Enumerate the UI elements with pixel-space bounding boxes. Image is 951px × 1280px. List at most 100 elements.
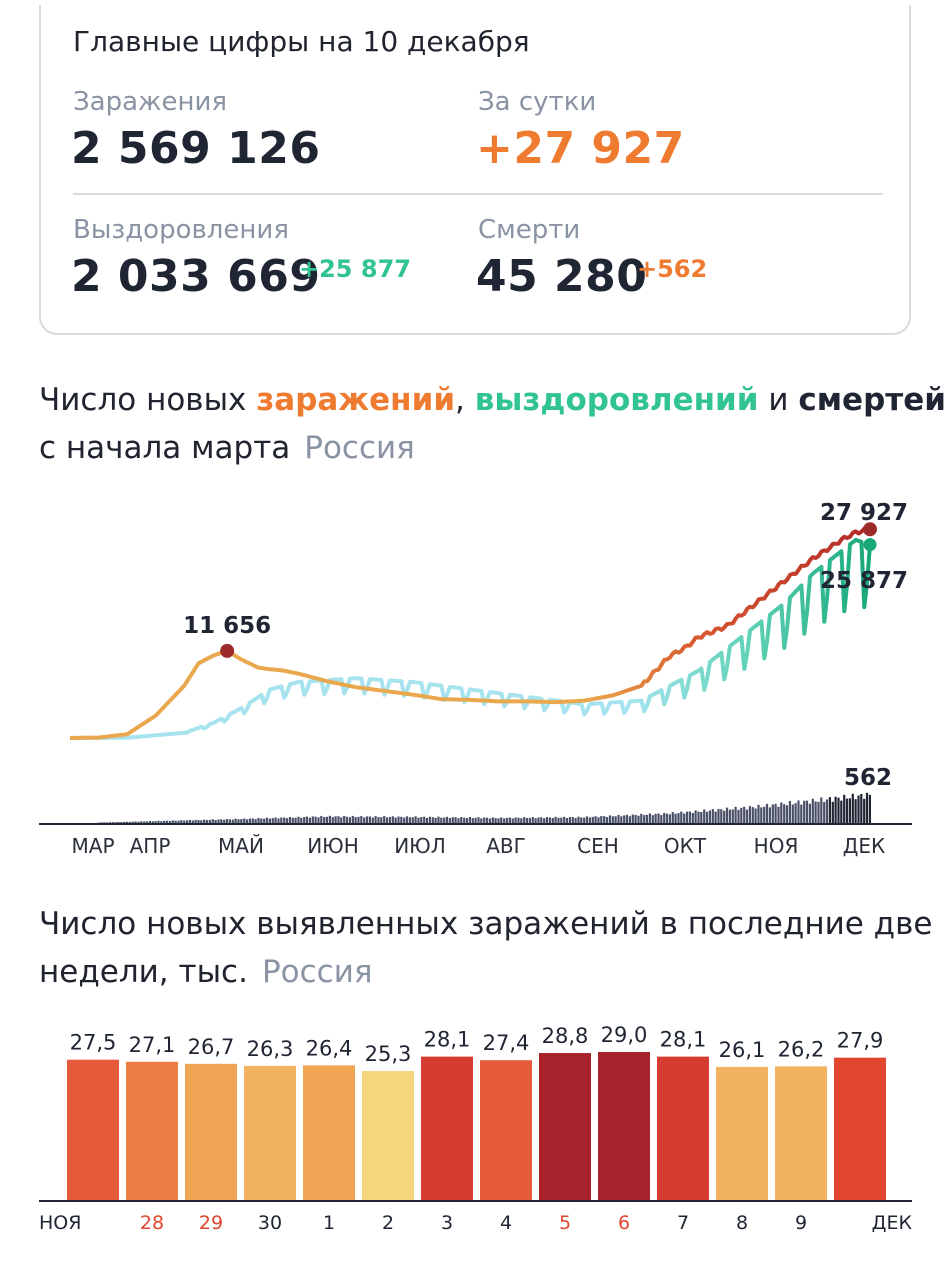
death-bar [454,817,457,823]
death-bar [180,820,183,823]
death-bar [865,792,869,823]
death-bar [605,817,609,823]
death-bar [614,816,617,823]
death-bar [468,817,471,823]
death-bar [480,818,483,823]
death-bar [191,820,194,823]
c2-bar-value-label: 26,7 [188,1035,235,1059]
death-bar [663,812,666,823]
death-bar [251,818,254,823]
death-bar [477,817,480,823]
death-bar [274,817,277,823]
death-bar [868,794,871,823]
death-bar [737,809,740,823]
deaths-end-label: 562 [844,765,892,791]
c2-day-tick-label: 7 [677,1212,689,1234]
death-bar [285,818,289,823]
death-bar [788,801,791,823]
death-bar [131,821,134,823]
death-bar [808,803,811,823]
death-bar [205,820,209,823]
death-bar [805,800,809,823]
death-bar [343,816,346,823]
death-bar [734,806,737,823]
death-bar [534,818,537,823]
death-bar [834,796,837,823]
death-bar [777,806,780,823]
death-bar [283,817,286,823]
c2-bar [480,1060,532,1201]
death-bar [497,818,500,823]
c2-day-tick-label: 30 [258,1212,282,1234]
month-tick-label: АВГ [486,834,526,858]
death-bar [803,800,806,823]
death-bar [291,817,294,823]
death-bar [351,815,354,823]
death-bar [203,819,206,823]
death-bar [405,816,409,823]
death-bar [751,807,754,823]
death-bar [194,819,197,823]
death-bar [523,817,526,823]
death-bar [120,822,123,823]
death-bar [631,814,634,823]
death-bar [394,817,397,823]
death-bar [597,817,600,823]
death-bar [703,809,706,823]
death-bar [694,810,697,823]
c2-bar [362,1071,414,1201]
summary-title: Главные цифры на 10 декабря [73,25,530,58]
death-bar [328,815,331,823]
month-tick-label: ДЕК [843,834,885,858]
death-bar [360,816,363,823]
death-bar [628,816,631,823]
death-bar [568,817,571,823]
death-bar [760,807,763,823]
death-bar [348,817,351,823]
daily-label: За сутки [478,87,597,117]
death-bar [337,816,340,823]
recoveries-line [70,537,872,740]
death-bar [103,822,106,823]
c2-day-tick-label: 28 [140,1212,164,1234]
death-bar [725,807,729,823]
deaths-label: Смерти [478,215,581,245]
c2-day-tick-label: 3 [441,1212,453,1234]
death-bar [317,817,320,823]
death-bar [374,816,377,823]
death-bar [483,817,486,823]
death-bar [385,817,389,823]
death-bar [371,817,374,823]
death-bar [457,818,460,823]
death-bar [520,818,523,823]
death-bar [137,821,140,823]
death-bar [428,816,431,823]
death-bar [417,817,420,823]
death-bar [240,819,243,823]
death-bar [594,816,597,823]
death-bar [294,817,297,823]
month-tick-label: ИЮЛ [394,834,446,858]
death-bar [640,813,643,823]
death-bar [563,816,566,823]
death-bar [345,816,349,823]
death-bar [743,806,746,823]
death-bar [697,811,700,823]
death-bar [791,804,794,823]
death-bar [440,817,443,823]
chart1-title-and: и [758,382,799,418]
death-bar [471,818,474,823]
chart1-title-prefix: Число новых [39,382,257,418]
death-bar [414,816,417,823]
death-bar [243,818,246,823]
recoveries-end-label: 25 877 [820,568,908,594]
c2-bar [834,1057,886,1201]
infections-line [70,526,871,740]
chart1-annotations: 11 656 27 927 25 877 562 [183,500,908,791]
death-bar [600,816,603,823]
death-bar [463,817,466,823]
death-bar [443,817,446,823]
death-bar [474,817,477,823]
death-bar [691,813,694,823]
recoveries-end-marker [863,538,877,552]
